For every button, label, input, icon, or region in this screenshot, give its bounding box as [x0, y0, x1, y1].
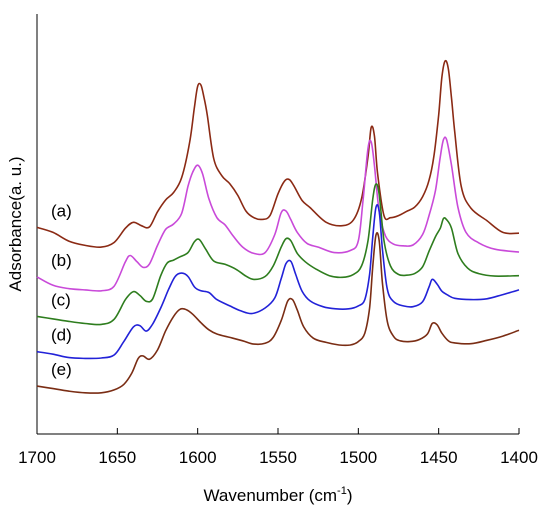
series-line-a — [36, 59, 520, 249]
x-axis-label: Wavenumber (cm-1) — [204, 485, 353, 505]
x-tick-label-1450: 1450 — [420, 448, 458, 467]
series-line-e — [36, 232, 520, 394]
series-line-b — [36, 136, 520, 292]
series-group — [36, 59, 520, 394]
x-axis-label-close: ) — [347, 486, 353, 505]
series-line-d — [36, 204, 520, 360]
x-tick-label-1650: 1650 — [98, 448, 136, 467]
x-axis-label-sup: -1 — [337, 485, 347, 497]
x-ticks: 1700 1650 1600 1550 1500 1450 1400 — [18, 428, 538, 467]
curve-labels: (a) (b) (c) (d) (e) — [51, 201, 72, 379]
x-tick-label-1550: 1550 — [259, 448, 297, 467]
x-tick-label-1600: 1600 — [179, 448, 217, 467]
series-line-c — [36, 183, 520, 326]
curve-label-b: (b) — [51, 251, 72, 270]
curve-label-c: (c) — [51, 290, 71, 309]
x-tick-label-1400: 1400 — [500, 448, 538, 467]
y-axis-label: Adsorbance(a. u.) — [6, 156, 25, 291]
x-axis-label-main: Wavenumber (cm — [204, 486, 338, 505]
curve-label-e: (e) — [51, 360, 72, 379]
x-tick-label-1700: 1700 — [18, 448, 56, 467]
x-tick-label-1500: 1500 — [339, 448, 377, 467]
curve-label-a: (a) — [51, 201, 72, 220]
curve-label-d: (d) — [51, 326, 72, 345]
